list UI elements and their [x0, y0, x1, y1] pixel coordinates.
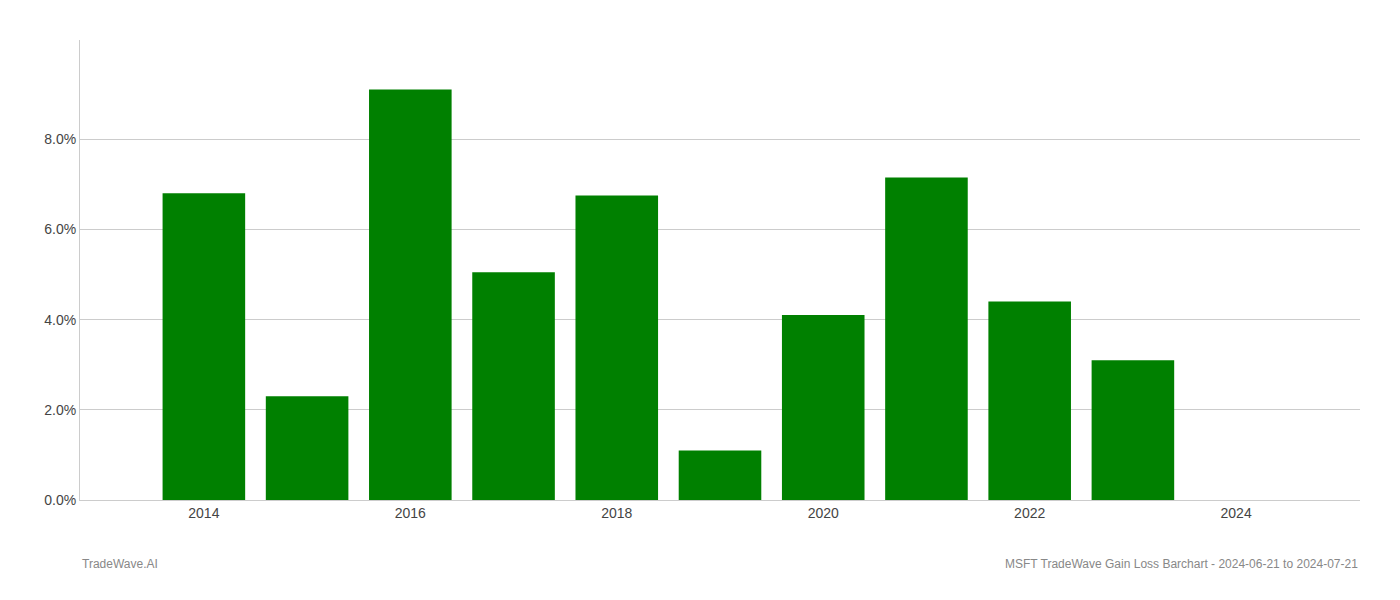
svg-text:2014: 2014	[188, 505, 219, 521]
svg-text:8.0%: 8.0%	[44, 131, 76, 147]
svg-text:2018: 2018	[601, 505, 632, 521]
svg-text:2022: 2022	[1014, 505, 1045, 521]
svg-text:TradeWave.AI: TradeWave.AI	[82, 557, 158, 571]
svg-text:2024: 2024	[1221, 505, 1252, 521]
svg-text:2020: 2020	[808, 505, 839, 521]
svg-text:6.0%: 6.0%	[44, 221, 76, 237]
svg-text:2.0%: 2.0%	[44, 402, 76, 418]
svg-text:0.0%: 0.0%	[44, 492, 76, 508]
svg-text:MSFT TradeWave Gain Loss Barch: MSFT TradeWave Gain Loss Barchart - 2024…	[1005, 557, 1358, 571]
svg-text:4.0%: 4.0%	[44, 312, 76, 328]
svg-text:2016: 2016	[395, 505, 426, 521]
